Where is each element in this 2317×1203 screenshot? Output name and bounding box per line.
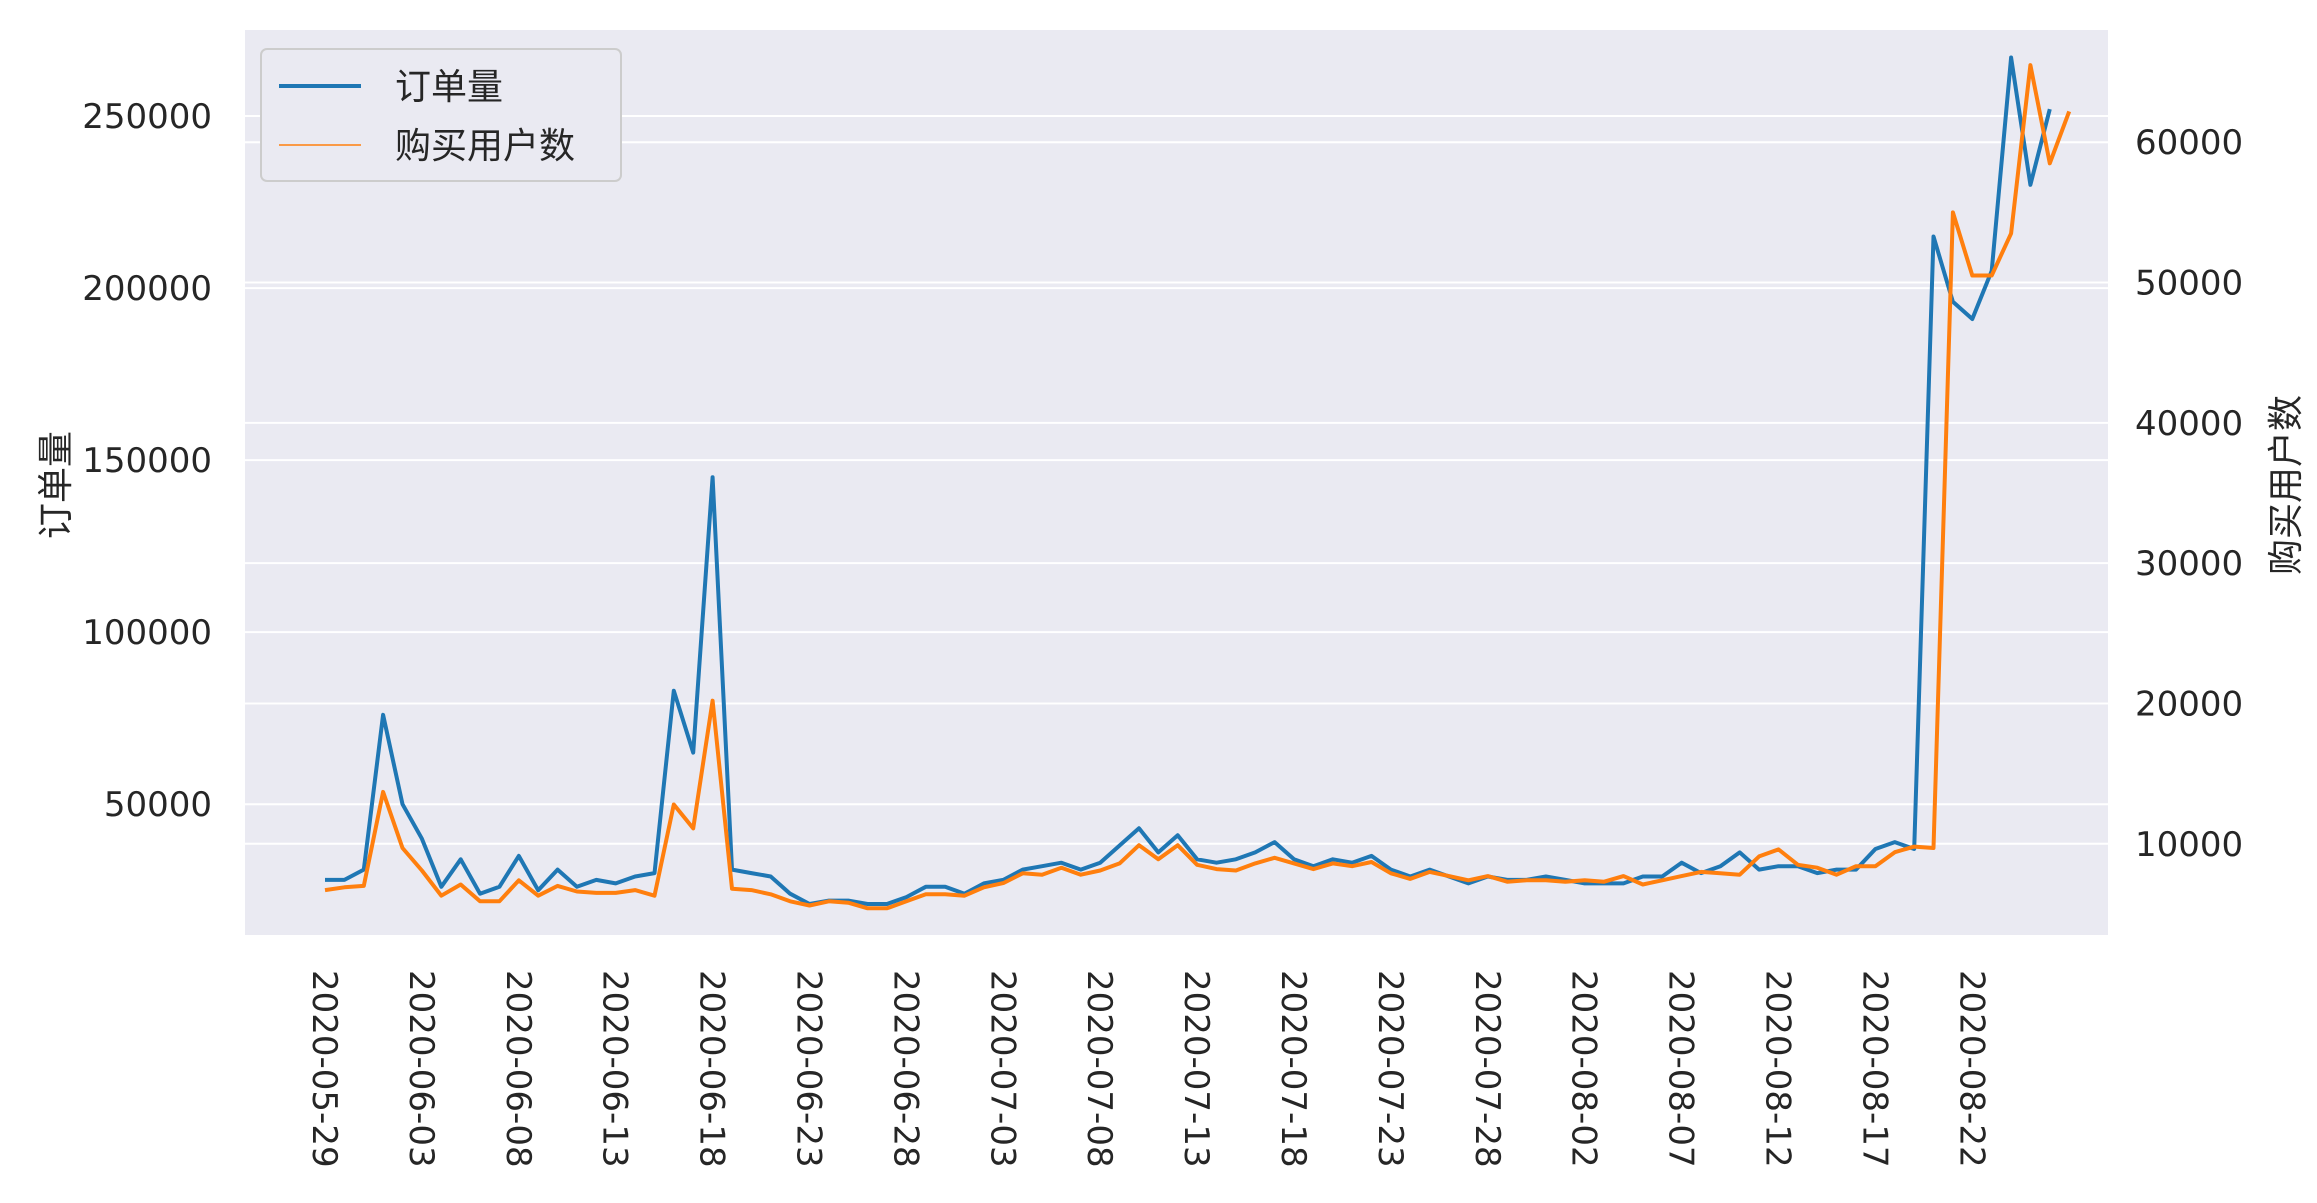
x-tick-label: 2020-08-07 (1661, 970, 1701, 1168)
x-tick-label: 2020-06-03 (401, 970, 441, 1168)
x-tick-label: 2020-06-28 (885, 970, 925, 1168)
series-line-orders (325, 55, 2052, 906)
y-tick-label-right: 50000 (2135, 264, 2243, 304)
x-tick-label: 2020-07-23 (1370, 970, 1410, 1168)
x-tick-label: 2020-08-02 (1564, 970, 1604, 1168)
legend: 订单量 购买用户数 (260, 48, 622, 182)
left-y-axis-ticks: 50000 100000 150000 200000 250000 (82, 97, 212, 825)
right-y-axis-label: 购买用户数 (2266, 395, 2307, 575)
legend-label-orders: 订单量 (395, 67, 503, 108)
y-tick-label-left: 200000 (82, 269, 212, 309)
x-tick-label: 2020-06-23 (789, 970, 829, 1168)
x-tick-label: 2020-08-12 (1758, 970, 1798, 1168)
left-y-axis-label: 订单量 (36, 431, 77, 539)
x-tick-label: 2020-07-28 (1467, 970, 1507, 1168)
x-tick-label: 2020-06-18 (692, 970, 732, 1168)
x-tick-label: 2020-06-08 (498, 970, 538, 1168)
legend-label-buyers: 购买用户数 (395, 126, 575, 167)
x-tick-label: 2020-08-22 (1951, 970, 1991, 1168)
x-tick-label: 2020-07-08 (1079, 970, 1119, 1168)
y-tick-label-right: 10000 (2135, 825, 2243, 865)
y-tick-label-right: 20000 (2135, 684, 2243, 724)
x-tick-label: 2020-07-13 (1176, 970, 1216, 1168)
x-tick-label: 2020-08-17 (1854, 970, 1894, 1168)
x-tick-label: 2020-07-03 (982, 970, 1022, 1168)
y-tick-label-right: 30000 (2135, 544, 2243, 584)
right-y-axis-ticks: 10000 20000 30000 40000 50000 60000 (2135, 123, 2243, 865)
y-tick-label-left: 250000 (82, 97, 212, 137)
series-lines (324, 55, 2072, 911)
gridlines (245, 115, 2108, 845)
y-tick-label-right: 40000 (2135, 404, 2243, 444)
x-tick-label: 2020-05-29 (304, 970, 344, 1168)
x-tick-label: 2020-07-18 (1273, 970, 1313, 1168)
legend-box (260, 48, 622, 182)
series-line-buyers (324, 63, 2072, 911)
x-axis-ticks: 2020-05-29 2020-06-03 2020-06-08 2020-06-13… (304, 970, 1991, 1168)
y-tick-label-left: 150000 (82, 441, 212, 481)
y-tick-label-right: 60000 (2135, 123, 2243, 163)
y-tick-label-left: 100000 (82, 613, 212, 653)
y-tick-label-left: 50000 (104, 785, 212, 825)
x-tick-label: 2020-06-13 (595, 970, 635, 1168)
